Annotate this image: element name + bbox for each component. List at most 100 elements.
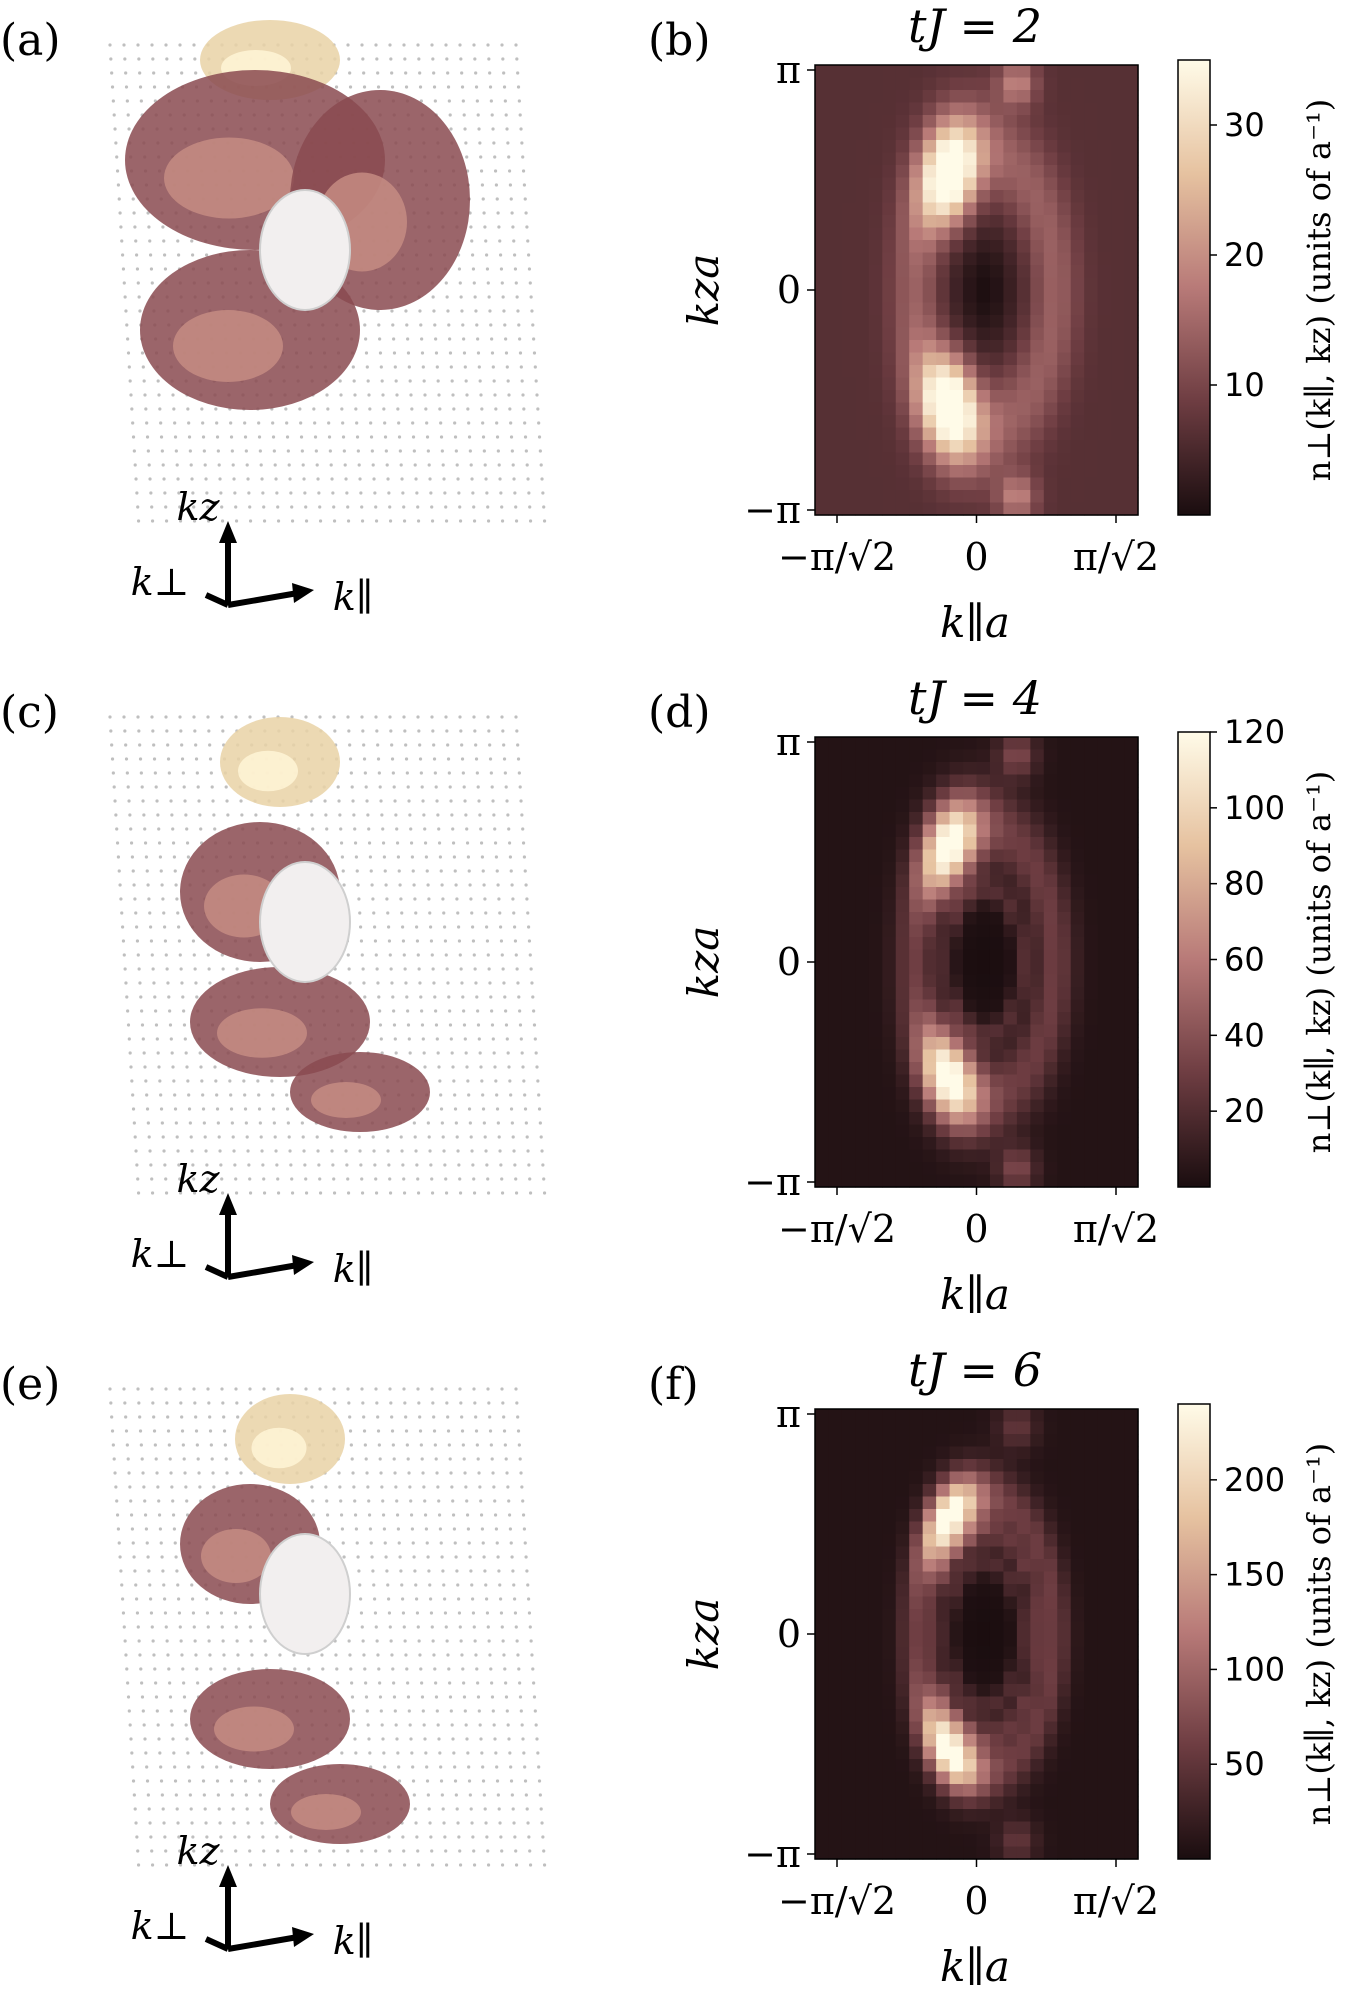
voxel-dot [155,1709,159,1713]
voxel-dot [427,897,431,901]
heatmap-cell [909,1087,924,1101]
heatmap-cell [882,1162,897,1176]
heatmap-cell [1016,1037,1031,1051]
voxel-dot [152,85,157,89]
heatmap-cell [909,824,924,838]
voxel-dot [164,505,168,509]
heatmap-cell [1003,202,1018,216]
voxel-dot [445,57,449,61]
voxel-dot [514,1849,518,1853]
voxel-dot [262,1863,267,1867]
heatmap-cell [1111,924,1126,938]
heatmap-cell [976,1112,991,1126]
heatmap-cell [1124,77,1139,91]
heatmap-cell [841,1112,856,1126]
voxel-dot [495,1765,499,1769]
heatmap-cell [1003,265,1018,279]
voxel-dot [515,967,519,971]
voxel-dot [444,505,448,509]
heatmap-cell [855,465,870,479]
heatmap-cell [868,987,883,1001]
heatmap-cell [1016,974,1031,988]
voxel-dot [436,813,440,817]
heatmap-cell [936,302,951,316]
heatmap-cell [841,774,856,788]
voxel-dot [336,785,340,789]
voxel-dot [149,925,153,929]
voxel-dot [192,505,196,509]
voxel-dot [461,771,465,775]
heatmap-cell [949,90,964,104]
heatmap-cell [963,1037,978,1051]
heatmap-cell [882,227,897,241]
voxel-dot [124,71,128,75]
voxel-dot [448,337,452,341]
heatmap-cell [868,452,883,466]
voxel-dot [408,813,412,817]
colorbar-tick-label: 10 [1224,366,1265,404]
voxel-dot [431,57,435,61]
heatmap-cell [909,90,924,104]
voxel-dot [481,1779,486,1783]
y-tick-label: −π [744,488,801,532]
voxel-dot [154,1023,159,1027]
heatmap-cell [828,290,843,304]
heatmap-cell [949,1087,964,1101]
heatmap-cell [1084,912,1099,926]
heatmap-cell [895,1137,910,1151]
heatmap-cell [1084,440,1099,454]
voxel-dot [374,43,378,47]
heatmap-cell [909,1049,924,1063]
voxel-dot [437,841,442,845]
voxel-dot [304,1177,308,1181]
voxel-dot [537,435,542,439]
heatmap-cell [949,1174,964,1188]
voxel-dot [517,1443,521,1447]
heatmap-cell [909,465,924,479]
voxel-dot [505,365,509,369]
voxel-dot [136,505,140,509]
voxel-dot [174,1793,178,1797]
voxel-dot [491,365,495,369]
voxel-dot [475,1667,479,1671]
heatmap-cell [922,1174,937,1188]
heatmap-cell [815,774,830,788]
voxel-dot [514,1625,518,1629]
voxel-dot [235,967,239,971]
voxel-dot [172,1079,176,1083]
voxel-dot [164,953,168,957]
heatmap-cell [976,999,991,1013]
voxel-dot [450,1485,454,1489]
voxel-dot [460,1429,465,1433]
voxel-dot [532,1023,537,1027]
voxel-dot [449,127,453,131]
voxel-dot [488,981,492,985]
voxel-dot [483,463,487,467]
voxel-dot [522,183,527,187]
heatmap-cell [922,949,937,963]
voxel-dot [346,1387,350,1391]
voxel-dot [359,1597,363,1601]
heatmap-cell [841,215,856,229]
heatmap-cell [922,215,937,229]
heatmap-cell [1003,812,1018,826]
voxel-dot [218,1149,222,1153]
colorbar-gradient [1177,59,1211,516]
heatmap-cell [1097,440,1112,454]
voxel-dot [110,1415,114,1419]
voxel-dot [410,407,414,411]
voxel-dot [138,309,142,313]
heatmap-cell [1016,490,1031,504]
heatmap-cell [1111,749,1126,763]
heatmap-cell [1043,962,1058,976]
voxel-dot [311,1513,316,1517]
voxel-dot [303,1163,307,1167]
voxel-dot [143,393,147,397]
voxel-dot [337,799,341,803]
voxel-dot [110,85,115,89]
voxel-dot [416,1849,420,1853]
heatmap-cell [841,862,856,876]
voxel-dot [483,225,487,229]
heatmap-cell [909,452,924,466]
voxel-dot [391,1443,395,1447]
